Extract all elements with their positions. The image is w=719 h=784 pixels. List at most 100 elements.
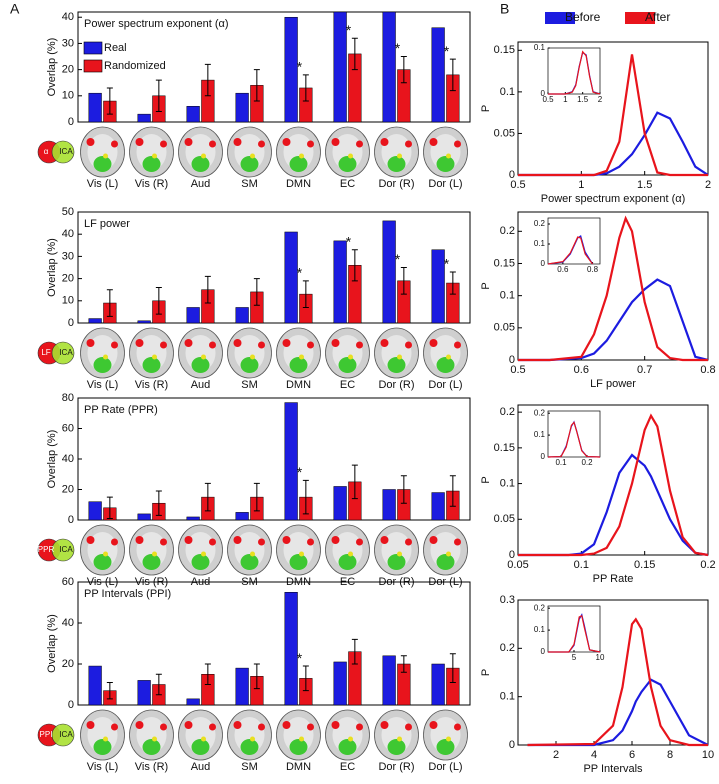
x-tick-label: 2 (553, 749, 559, 761)
bar (235, 667, 249, 706)
activation (299, 354, 304, 360)
error-bar (302, 74, 309, 102)
activation (299, 551, 304, 557)
bar (137, 113, 151, 123)
activation (436, 739, 455, 755)
legend-swatch (83, 59, 103, 73)
x-tick-label: Dor (R) (378, 178, 414, 190)
bar (431, 663, 445, 706)
error-bar (204, 63, 211, 97)
bar (137, 680, 151, 706)
activation (152, 551, 157, 557)
activation (282, 721, 291, 729)
significance-marker: * (346, 233, 352, 249)
y-tick-label: 0.1 (534, 239, 546, 248)
error-bar (302, 479, 309, 515)
legend-label: After (645, 10, 670, 24)
bar (382, 220, 396, 324)
activation (397, 153, 402, 159)
activation (289, 739, 308, 755)
activation (454, 341, 461, 349)
x-axis-label: Power spectrum exponent (α) (541, 193, 686, 205)
line-series (548, 615, 601, 653)
activation (405, 341, 412, 349)
activation (86, 339, 95, 347)
activation (380, 536, 389, 544)
activation (184, 339, 193, 347)
y-axis-label: Overlap (%) (46, 38, 58, 97)
x-tick-label: DMN (286, 379, 311, 391)
activation (282, 339, 291, 347)
x-tick-label: 0.2 (700, 559, 715, 571)
activation (356, 723, 363, 731)
activation (233, 138, 242, 146)
bar (186, 698, 200, 706)
y-tick-label: 30 (62, 37, 74, 49)
significance-marker: * (297, 265, 303, 281)
activation (307, 140, 314, 148)
panel-label: B (500, 1, 509, 17)
activation (250, 354, 255, 360)
y-tick-label: 0.1 (500, 477, 515, 489)
y-tick-label: 0 (68, 514, 74, 526)
y-tick-label: 0.1 (500, 86, 515, 98)
activation (233, 721, 242, 729)
x-axis-label: PP Intervals (583, 763, 643, 775)
y-tick-label: 0.2 (534, 219, 546, 228)
x-tick-label: 0.6 (557, 265, 569, 274)
error-bar (204, 275, 211, 304)
activation (93, 739, 112, 755)
x-tick-label: DMN (286, 761, 311, 773)
x-tick-label: 6 (629, 749, 635, 761)
activation (103, 153, 108, 159)
activation (201, 551, 206, 557)
y-tick-label: 40 (62, 617, 74, 629)
bar (186, 307, 200, 324)
activation (405, 723, 412, 731)
x-tick-label: Vis (L) (87, 178, 119, 190)
chart-title: PP Rate (PPR) (84, 404, 158, 416)
activation (446, 153, 451, 159)
activation (436, 554, 455, 570)
activation (93, 554, 112, 570)
activation (436, 156, 455, 172)
activation (160, 140, 167, 148)
x-tick-label: 1 (578, 179, 584, 191)
x-tick-label: Dor (L) (428, 761, 462, 773)
y-axis-label: P (480, 669, 492, 676)
venn-label: ICA (59, 730, 73, 739)
venn-label: ICA (59, 348, 73, 357)
activation (429, 339, 438, 347)
bar (235, 512, 249, 521)
activation (86, 721, 95, 729)
error-bar (449, 58, 456, 92)
bar (137, 320, 151, 324)
x-tick-label: Aud (191, 761, 211, 773)
x-tick-label: Vis (L) (87, 379, 119, 391)
activation (380, 339, 389, 347)
activation (289, 156, 308, 172)
activation (338, 357, 357, 373)
y-tick-label: 0 (68, 116, 74, 128)
legend-label: Real (104, 42, 127, 54)
x-tick-label: Aud (191, 379, 211, 391)
x-tick-label: 2 (705, 179, 711, 191)
x-tick-label: EC (340, 761, 355, 773)
venn-label: PPI (40, 730, 53, 739)
activation (348, 153, 353, 159)
significance-marker: * (297, 59, 303, 75)
error-bar (351, 638, 358, 665)
y-tick-label: 0 (541, 647, 546, 656)
error-bar (302, 280, 309, 308)
error-bar (400, 267, 407, 295)
panel-label: A (10, 1, 20, 17)
y-tick-label: 0.1 (500, 691, 515, 703)
y-tick-label: 40 (62, 453, 74, 465)
activation (240, 739, 259, 755)
activation (152, 153, 157, 159)
venn-label: LF (41, 348, 50, 357)
bar (235, 307, 249, 324)
activation (405, 538, 412, 546)
activation (307, 341, 314, 349)
y-tick-label: 0.15 (494, 44, 515, 56)
